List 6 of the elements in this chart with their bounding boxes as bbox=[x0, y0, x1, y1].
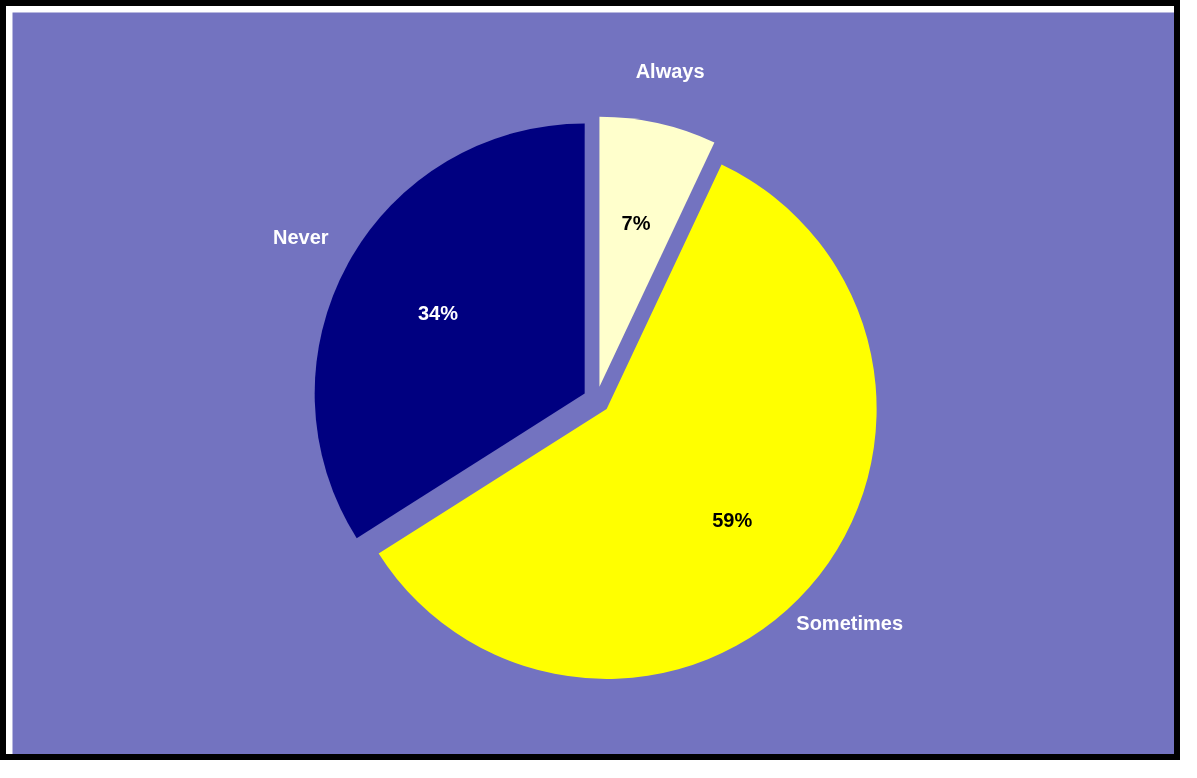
slice-label: Always bbox=[635, 59, 705, 82]
data-label: 7% bbox=[621, 212, 651, 235]
slice-label: Sometimes bbox=[796, 612, 904, 635]
data-label: 34% bbox=[417, 301, 459, 324]
data-label: 59% bbox=[712, 508, 753, 531]
slice-label: Never bbox=[272, 226, 329, 249]
